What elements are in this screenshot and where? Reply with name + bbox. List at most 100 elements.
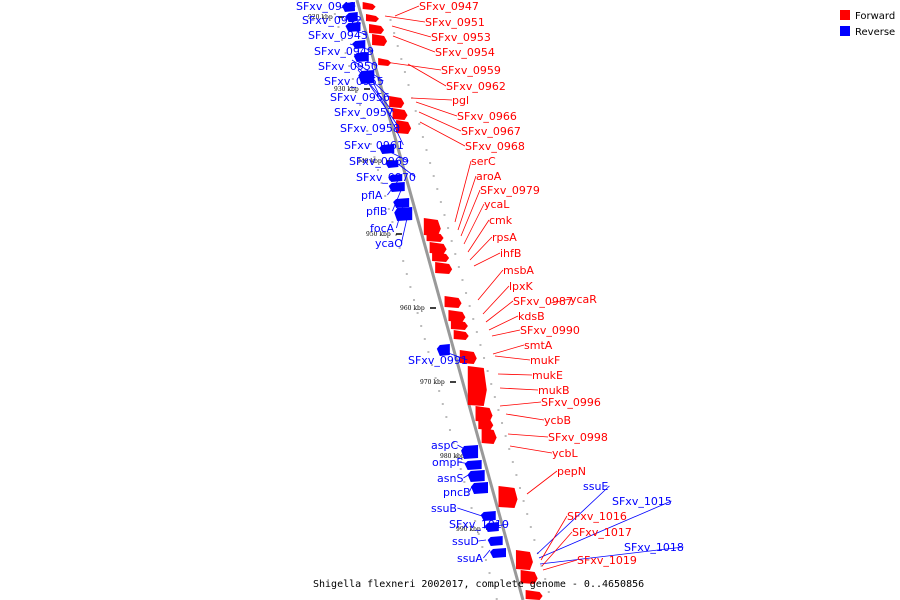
reverse-gene-feature[interactable] — [345, 22, 361, 32]
gene-label[interactable]: SFxv_0979 — [480, 184, 540, 197]
forward-gene-feature[interactable] — [429, 242, 447, 254]
gene-label[interactable]: mukE — [532, 369, 563, 382]
forward-gene-feature[interactable] — [467, 366, 487, 406]
forward-gene-feature[interactable] — [432, 252, 450, 262]
forward-gene-feature[interactable] — [426, 232, 444, 242]
gene-label[interactable]: asnS — [437, 472, 463, 485]
gene-label[interactable]: SFxv_0947 — [419, 0, 479, 13]
forward-gene-feature[interactable] — [481, 428, 497, 444]
reverse-gene-feature[interactable] — [379, 144, 395, 154]
gene-label[interactable]: SFxv_0951 — [425, 16, 485, 29]
reverse-gene-feature[interactable] — [388, 182, 405, 192]
gene-label[interactable]: ycaO — [375, 237, 403, 250]
gene-label[interactable]: kdsB — [518, 310, 545, 323]
gene-label[interactable]: ompF — [432, 456, 463, 469]
gene-label[interactable]: pgl — [452, 94, 469, 107]
gene-label[interactable]: SFxv_0953 — [431, 31, 491, 44]
gene-label[interactable]: SFxv_0968 — [465, 140, 525, 153]
forward-gene-feature[interactable] — [372, 34, 388, 46]
gene-label[interactable]: ssuB — [431, 502, 457, 515]
forward-gene-feature[interactable] — [448, 310, 466, 322]
gene-label[interactable]: rpsA — [492, 231, 517, 244]
gene-label[interactable]: SFxv_0967 — [461, 125, 521, 138]
gene-label[interactable]: SFxv_0990 — [520, 324, 580, 337]
forward-gene-feature[interactable] — [444, 296, 462, 308]
gene-label[interactable]: ycaL — [484, 198, 510, 211]
gene-label[interactable]: SFxv_0991 — [408, 354, 468, 367]
gene-label[interactable]: msbA — [503, 264, 534, 277]
forward-gene-feature[interactable] — [450, 320, 468, 330]
forward-gene-feature[interactable] — [435, 262, 453, 274]
gene-label[interactable]: cmk — [489, 214, 513, 227]
reverse-gene-feature[interactable] — [358, 70, 375, 84]
forward-gene-feature[interactable] — [453, 330, 469, 340]
gene-label[interactable]: pflB — [366, 205, 387, 218]
gene-label[interactable]: SFxv_0996 — [541, 396, 601, 409]
gene-label[interactable]: pncB — [443, 486, 471, 499]
gene-label[interactable]: serC — [471, 155, 496, 168]
gene-label[interactable]: SFxv_1010 — [449, 518, 509, 531]
forward-gene-feature[interactable] — [525, 590, 543, 600]
gene-label[interactable]: SFxv_0987 — [513, 295, 573, 308]
reverse-gene-feature[interactable] — [467, 470, 485, 482]
forward-gene-feature[interactable] — [365, 14, 379, 22]
gene-label[interactable]: pepN — [557, 465, 586, 478]
gene-label[interactable]: ycaR — [570, 293, 597, 306]
gene-label[interactable]: SFxv_0941 — [296, 0, 356, 13]
reverse-gene-feature[interactable] — [464, 460, 482, 470]
gene-label[interactable]: SFxv_1015 — [612, 495, 672, 508]
gene-label[interactable]: lpxK — [509, 280, 534, 293]
reverse-gene-feature[interactable] — [394, 207, 413, 221]
forward-gene-feature[interactable] — [362, 2, 376, 10]
forward-gene-feature[interactable] — [478, 418, 494, 430]
gene-label[interactable]: SFxv_0970 — [356, 171, 416, 184]
gene-label[interactable]: SFxv_0998 — [548, 431, 608, 444]
reverse-gene-feature[interactable] — [352, 40, 366, 49]
reverse-gene-feature[interactable] — [489, 548, 506, 558]
gene-label[interactable]: SFxv_0962 — [446, 80, 506, 93]
forward-gene-feature[interactable] — [389, 96, 405, 108]
forward-gene-feature[interactable] — [459, 350, 477, 364]
forward-gene-feature[interactable] — [396, 120, 412, 134]
gene-label[interactable]: SFxv_1016 — [567, 510, 627, 523]
gene-label[interactable]: ssuE — [583, 480, 608, 493]
reverse-gene-feature[interactable] — [436, 344, 450, 356]
forward-gene-feature[interactable] — [423, 218, 441, 236]
gene-label[interactable]: SFxv_0950 — [318, 60, 378, 73]
gene-label[interactable]: SFxv_0942 — [302, 14, 362, 27]
forward-gene-feature[interactable] — [515, 550, 533, 570]
gene-label[interactable]: pflA — [361, 189, 383, 202]
gene-label[interactable]: ihfB — [500, 247, 521, 260]
reverse-gene-feature[interactable] — [385, 160, 399, 168]
gene-label[interactable]: SFxv_1018 — [624, 541, 684, 554]
gene-label[interactable]: aroA — [476, 170, 502, 183]
forward-gene-feature[interactable] — [498, 486, 518, 508]
gene-label[interactable]: SFxv_0955 — [324, 75, 384, 88]
gene-label[interactable]: mukF — [530, 354, 560, 367]
gene-label[interactable]: SFxv_0943 — [308, 29, 368, 42]
gene-label[interactable]: SFxv_0956 — [330, 91, 390, 104]
gene-label[interactable]: SFxv_0958 — [340, 122, 400, 135]
forward-gene-feature[interactable] — [378, 58, 392, 66]
forward-gene-feature[interactable] — [369, 24, 385, 34]
gene-label[interactable]: SFxv_0966 — [457, 110, 517, 123]
forward-gene-feature[interactable] — [520, 570, 538, 584]
gene-label[interactable]: aspC — [431, 439, 458, 452]
gene-label[interactable]: ssuD — [452, 535, 479, 548]
forward-gene-feature[interactable] — [475, 406, 493, 422]
reverse-gene-feature[interactable] — [353, 52, 369, 62]
gene-label[interactable]: mukB — [538, 384, 570, 397]
gene-label[interactable]: SFxv_0961 — [344, 139, 404, 152]
gene-label[interactable]: SFxv_0957 — [334, 106, 394, 119]
gene-label[interactable]: SFxv_0949 — [314, 45, 374, 58]
reverse-gene-feature[interactable] — [471, 482, 489, 494]
gene-label[interactable]: ssuA — [457, 552, 483, 565]
gene-label[interactable]: ycbB — [544, 414, 571, 427]
forward-gene-feature[interactable] — [392, 108, 408, 120]
gene-label[interactable]: SFxv_0969 — [349, 155, 409, 168]
gene-label[interactable]: SFxv_0954 — [435, 46, 495, 59]
gene-label[interactable]: SFxv_1017 — [572, 526, 632, 539]
gene-label[interactable]: SFxv_0959 — [441, 64, 501, 77]
gene-label[interactable]: smtA — [524, 339, 553, 352]
